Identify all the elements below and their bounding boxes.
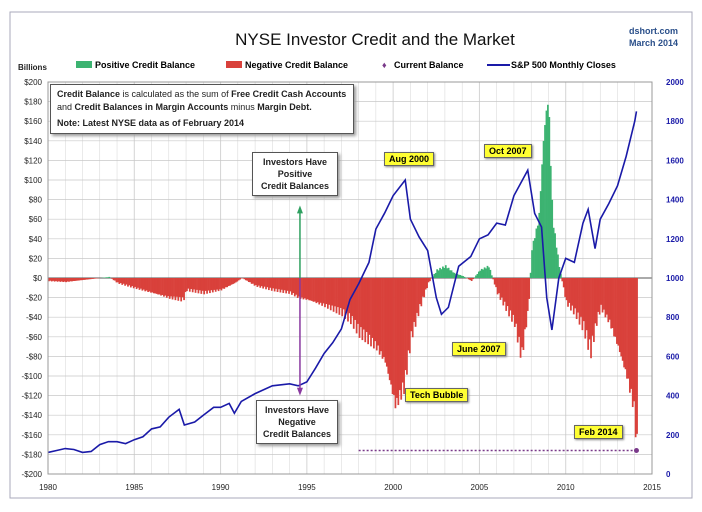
y-tick-label: $180 xyxy=(24,98,42,107)
legend-swatch-negative xyxy=(226,61,242,68)
legend-negative: Negative Credit Balance xyxy=(245,60,348,70)
credit-balance-bar xyxy=(472,278,474,279)
y-axis-label: Billions xyxy=(18,63,47,72)
callout-feb-2014: Feb 2014 xyxy=(574,425,623,439)
y2-tick-label: 400 xyxy=(666,392,680,401)
definition-note: Credit Balance is calculated as the sum … xyxy=(50,84,354,134)
box-line: Positive xyxy=(253,168,337,180)
box-line: Credit Balances xyxy=(257,428,337,440)
date-label: March 2014 xyxy=(629,38,678,48)
note-text: minus xyxy=(228,102,257,112)
source-label: dshort.com xyxy=(629,26,678,36)
current-balance-marker xyxy=(634,448,639,453)
credit-balance-bar xyxy=(636,278,638,434)
x-tick-label: 1985 xyxy=(125,483,143,492)
credit-balance-bar xyxy=(491,275,493,278)
chart-title: NYSE Investor Credit and the Market xyxy=(235,30,515,49)
y-tick-label: $0 xyxy=(33,274,42,283)
y-tick-label: $60 xyxy=(29,215,43,224)
legend-swatch-positive xyxy=(76,61,92,68)
y2-tick-label: 1200 xyxy=(666,235,684,244)
x-tick-label: 2005 xyxy=(471,483,489,492)
x-tick-label: 2000 xyxy=(384,483,402,492)
y-tick-label: -$140 xyxy=(22,411,43,420)
note-term: Free Credit Cash Accounts xyxy=(231,89,346,99)
negative-balance-box: Investors Have Negative Credit Balances xyxy=(256,400,338,444)
y-tick-label: $80 xyxy=(29,196,43,205)
x-tick-label: 1995 xyxy=(298,483,316,492)
legend-current: Current Balance xyxy=(394,60,464,70)
x-tick-label: 1980 xyxy=(39,483,57,492)
box-line: Investors Have xyxy=(257,404,337,416)
x-tick-label: 1990 xyxy=(212,483,230,492)
y2-tick-label: 1600 xyxy=(666,156,684,165)
callout-tech-bubble: Tech Bubble xyxy=(405,388,468,402)
note-text: is calculated as the sum of xyxy=(120,89,231,99)
note-data-date: Note: Latest NYSE data as of February 20… xyxy=(57,117,347,130)
y2-tick-label: 2000 xyxy=(666,78,684,87)
y-tick-label: $20 xyxy=(29,254,43,263)
y-tick-label: -$180 xyxy=(22,450,43,459)
y-tick-label: $200 xyxy=(24,78,42,87)
box-line: Credit Balances xyxy=(253,180,337,192)
y-tick-label: $120 xyxy=(24,156,42,165)
y-tick-label: $40 xyxy=(29,235,43,244)
note-term: Margin Debt. xyxy=(257,102,312,112)
note-text: and xyxy=(57,102,75,112)
y-tick-label: $160 xyxy=(24,117,42,126)
positive-balance-box: Investors Have Positive Credit Balances xyxy=(252,152,338,196)
y2-tick-label: 1400 xyxy=(666,196,684,205)
legend-positive: Positive Credit Balance xyxy=(95,60,195,70)
callout-oct-2007: Oct 2007 xyxy=(484,144,532,158)
callout-june-2007: June 2007 xyxy=(452,342,506,356)
y-tick-label: $140 xyxy=(24,137,42,146)
x-tick-label: 2010 xyxy=(557,483,575,492)
y-tick-label: -$60 xyxy=(26,333,43,342)
note-term: Credit Balances in Margin Accounts xyxy=(75,102,229,112)
note-term: Credit Balance xyxy=(57,89,120,99)
y2-tick-label: 1800 xyxy=(666,117,684,126)
y-tick-label: $100 xyxy=(24,176,42,185)
y-tick-label: -$160 xyxy=(22,431,43,440)
credit-balance-bar xyxy=(528,278,530,299)
y2-tick-label: 1000 xyxy=(666,274,684,283)
box-line: Negative xyxy=(257,416,337,428)
y2-tick-label: 0 xyxy=(666,470,671,479)
y-tick-label: -$120 xyxy=(22,392,43,401)
y-tick-label: -$20 xyxy=(26,294,43,303)
y2-tick-label: 600 xyxy=(666,352,680,361)
y-tick-label: -$200 xyxy=(22,470,43,479)
x-tick-label: 2015 xyxy=(643,483,661,492)
credit-balance-bar xyxy=(108,277,110,278)
y2-tick-label: 800 xyxy=(666,313,680,322)
legend-sp500: S&P 500 Monthly Closes xyxy=(511,60,616,70)
y-tick-label: -$100 xyxy=(22,372,43,381)
y-tick-label: -$80 xyxy=(26,352,43,361)
legend: Positive Credit Balance Negative Credit … xyxy=(76,60,616,70)
callout-aug-2000: Aug 2000 xyxy=(384,152,434,166)
y-tick-label: -$40 xyxy=(26,313,43,322)
y2-tick-label: 200 xyxy=(666,431,680,440)
legend-current-marker: ♦ xyxy=(382,60,387,70)
box-line: Investors Have xyxy=(253,156,337,168)
